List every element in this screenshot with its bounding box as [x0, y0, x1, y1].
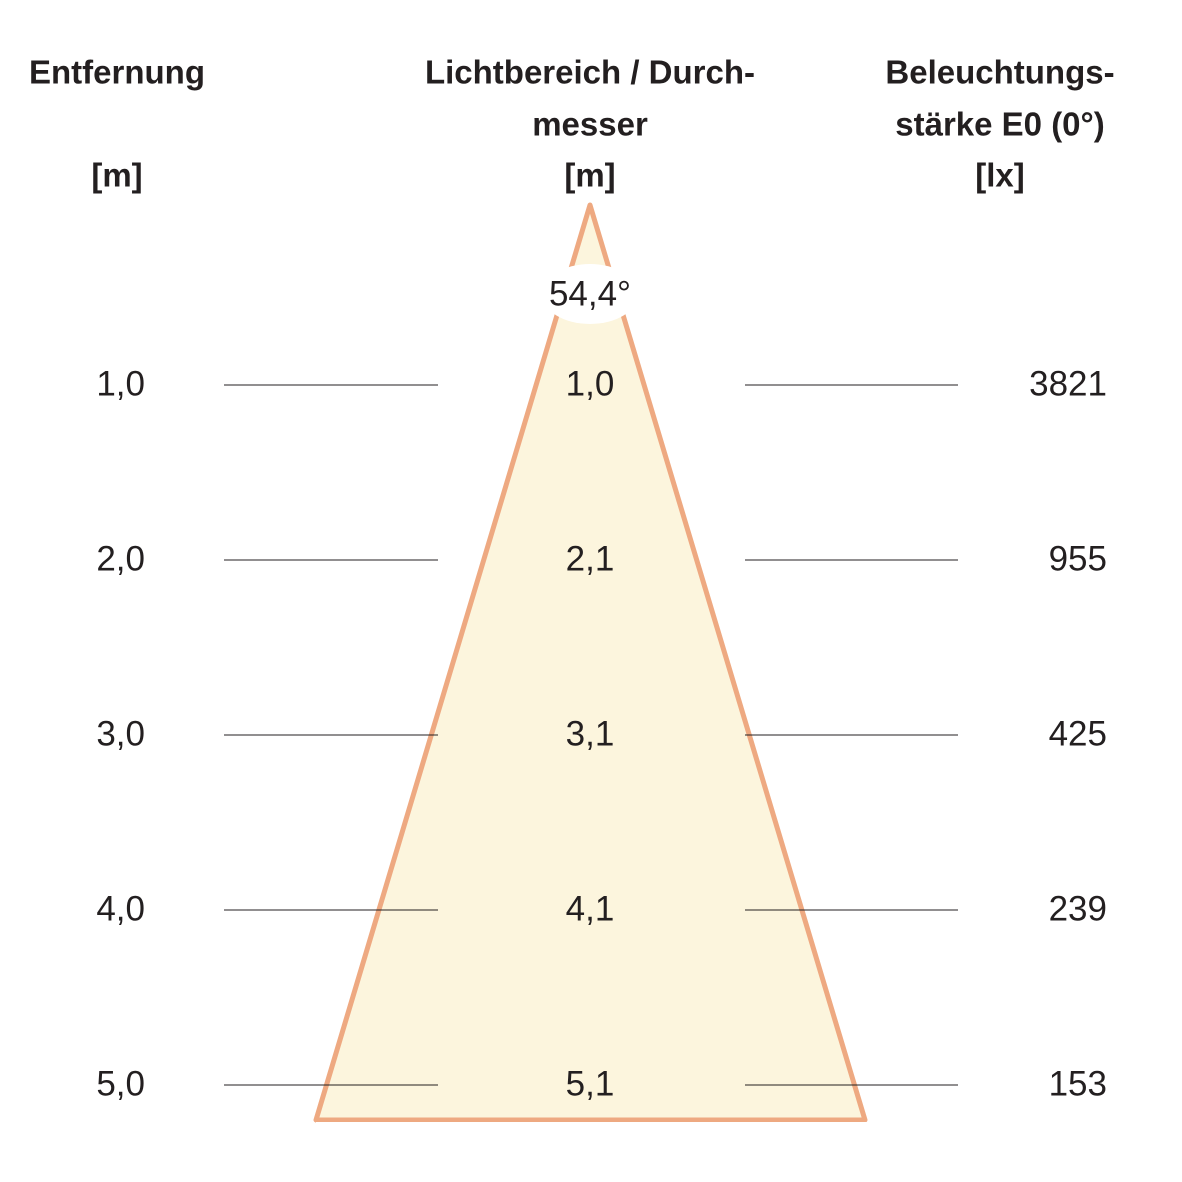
diameter: 5,1 [566, 1064, 615, 1103]
header-diameter: [m] [564, 157, 615, 194]
illuminance: 425 [1049, 714, 1107, 753]
distance: 4,0 [96, 889, 145, 928]
headers: Entfernung [m] Lichtbereich / Durch-messer… [29, 54, 1115, 194]
light-cone [313, 202, 868, 1123]
diameter: 3,1 [566, 714, 615, 753]
diameter: 2,1 [566, 539, 615, 578]
header-illuminance: Beleuchtungs- [885, 54, 1114, 91]
rows: 1,0 1,0 3821 2,0 2,1 955 3,0 3,1 425 4,0 4,1 239 5,0… [96, 364, 1107, 1103]
angle-badge [542, 264, 638, 324]
header-illuminance: [lx] [975, 157, 1025, 194]
diameter: 1,0 [566, 364, 615, 403]
distance: 3,0 [96, 714, 145, 753]
header-illuminance: stärke E0 (0°) [895, 106, 1104, 143]
header-distance: Entfernung [29, 54, 205, 91]
distance: 2,0 [96, 539, 145, 578]
illuminance: 3821 [1029, 364, 1107, 403]
beam-angle: 54,4° [549, 274, 631, 313]
header-diameter: Lichtbereich / Durch- [425, 54, 755, 91]
header-diameter: messer [532, 106, 648, 143]
diameter: 4,1 [566, 889, 615, 928]
cone-base-mask [316, 1122, 876, 1142]
illuminance: 153 [1049, 1064, 1107, 1103]
distance: 5,0 [96, 1064, 145, 1103]
header-distance: [m] [91, 157, 142, 194]
illuminance: 239 [1049, 889, 1107, 928]
distance: 1,0 [96, 364, 145, 403]
illuminance: 955 [1049, 539, 1107, 578]
